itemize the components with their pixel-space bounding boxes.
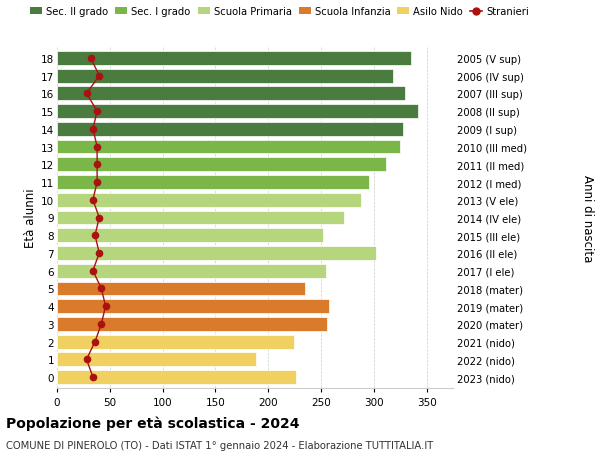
- Bar: [57, 70, 393, 84]
- Bar: [57, 87, 406, 101]
- Legend: Sec. II grado, Sec. I grado, Scuola Primaria, Scuola Infanzia, Asilo Nido, Stran: Sec. II grado, Sec. I grado, Scuola Prim…: [31, 7, 529, 17]
- Bar: [57, 52, 411, 66]
- Bar: [57, 105, 418, 119]
- Bar: [57, 300, 329, 313]
- Bar: [57, 370, 296, 384]
- Bar: [57, 123, 403, 136]
- Text: COMUNE DI PINEROLO (TO) - Dati ISTAT 1° gennaio 2024 - Elaborazione TUTTITALIA.I: COMUNE DI PINEROLO (TO) - Dati ISTAT 1° …: [6, 440, 433, 450]
- Bar: [57, 229, 323, 243]
- Bar: [57, 264, 326, 278]
- Bar: [57, 193, 361, 207]
- Bar: [57, 335, 293, 349]
- Bar: [57, 158, 386, 172]
- Text: Popolazione per età scolastica - 2024: Popolazione per età scolastica - 2024: [6, 415, 299, 430]
- Y-axis label: Età alunni: Età alunni: [24, 188, 37, 248]
- Bar: [57, 282, 305, 296]
- Bar: [57, 176, 368, 190]
- Bar: [57, 317, 328, 331]
- Bar: [57, 246, 376, 260]
- Bar: [57, 140, 400, 154]
- Bar: [57, 211, 344, 225]
- Bar: [57, 353, 256, 366]
- Y-axis label: Anni di nascita: Anni di nascita: [581, 174, 594, 262]
